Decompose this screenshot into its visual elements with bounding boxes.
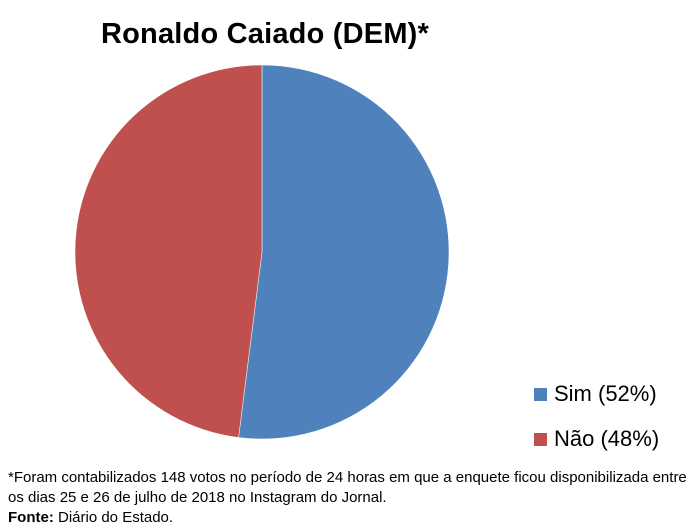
pie-chart bbox=[74, 64, 450, 440]
source-value: Diário do Estado. bbox=[53, 509, 174, 526]
source-label: Fonte: bbox=[8, 509, 54, 526]
source-line: Fonte: Diário do Estado. bbox=[8, 508, 688, 528]
footnote: *Foram contabilizados 148 votos no perío… bbox=[8, 468, 688, 528]
legend-swatch-nao bbox=[534, 432, 547, 446]
legend-item-nao: Não (48%) bbox=[534, 423, 659, 455]
legend-label-sim: Sim (52%) bbox=[554, 381, 657, 406]
pie-slice-nao bbox=[74, 64, 263, 438]
pie-slice-sim bbox=[238, 64, 450, 440]
legend: Sim (52%) Não (48%) bbox=[534, 378, 659, 468]
legend-label-nao: Não (48%) bbox=[554, 426, 660, 451]
chart-title: Ronaldo Caiado (DEM)* bbox=[100, 18, 430, 50]
legend-swatch-sim bbox=[534, 387, 547, 401]
footnote-text: *Foram contabilizados 148 votos no perío… bbox=[8, 469, 687, 506]
legend-item-sim: Sim (52%) bbox=[534, 378, 659, 410]
